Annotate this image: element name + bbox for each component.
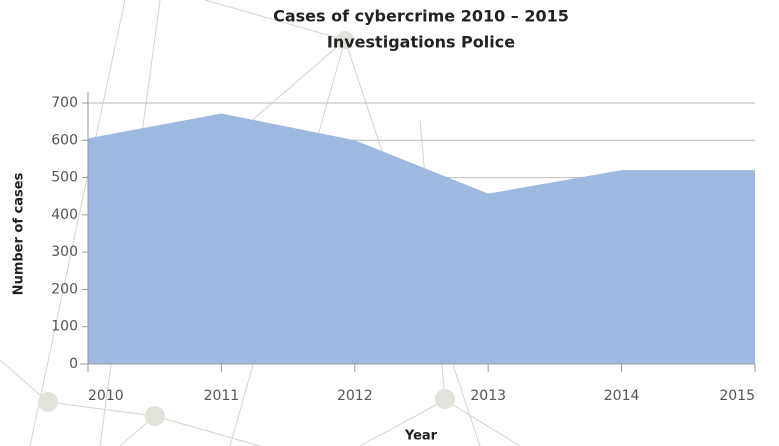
y-tick-label: 200 xyxy=(51,281,78,297)
y-axis-title: Number of cases xyxy=(12,172,27,295)
chart-subtitle: Investigations Police xyxy=(327,33,515,52)
y-tick-label: 400 xyxy=(51,207,78,223)
x-tick-label: 2010 xyxy=(88,388,124,404)
y-tick-label: 600 xyxy=(51,132,78,148)
x-tick-label: 2013 xyxy=(470,388,506,404)
area xyxy=(88,113,755,364)
x-tick-label: 2012 xyxy=(337,388,373,404)
y-tick-label: 700 xyxy=(51,95,78,111)
x-axis-title: Year xyxy=(404,429,438,444)
x-tick-label: 2014 xyxy=(604,388,640,404)
x-tick-label: 2011 xyxy=(204,388,240,404)
y-tick-label: 300 xyxy=(51,244,78,260)
y-tick-label: 100 xyxy=(51,319,78,335)
x-tick-label: 2015 xyxy=(719,388,755,404)
y-tick-label: 0 xyxy=(69,356,78,372)
chart-title: Cases of cybercrime 2010 – 2015 xyxy=(273,7,569,26)
y-tick-label: 500 xyxy=(51,170,78,186)
